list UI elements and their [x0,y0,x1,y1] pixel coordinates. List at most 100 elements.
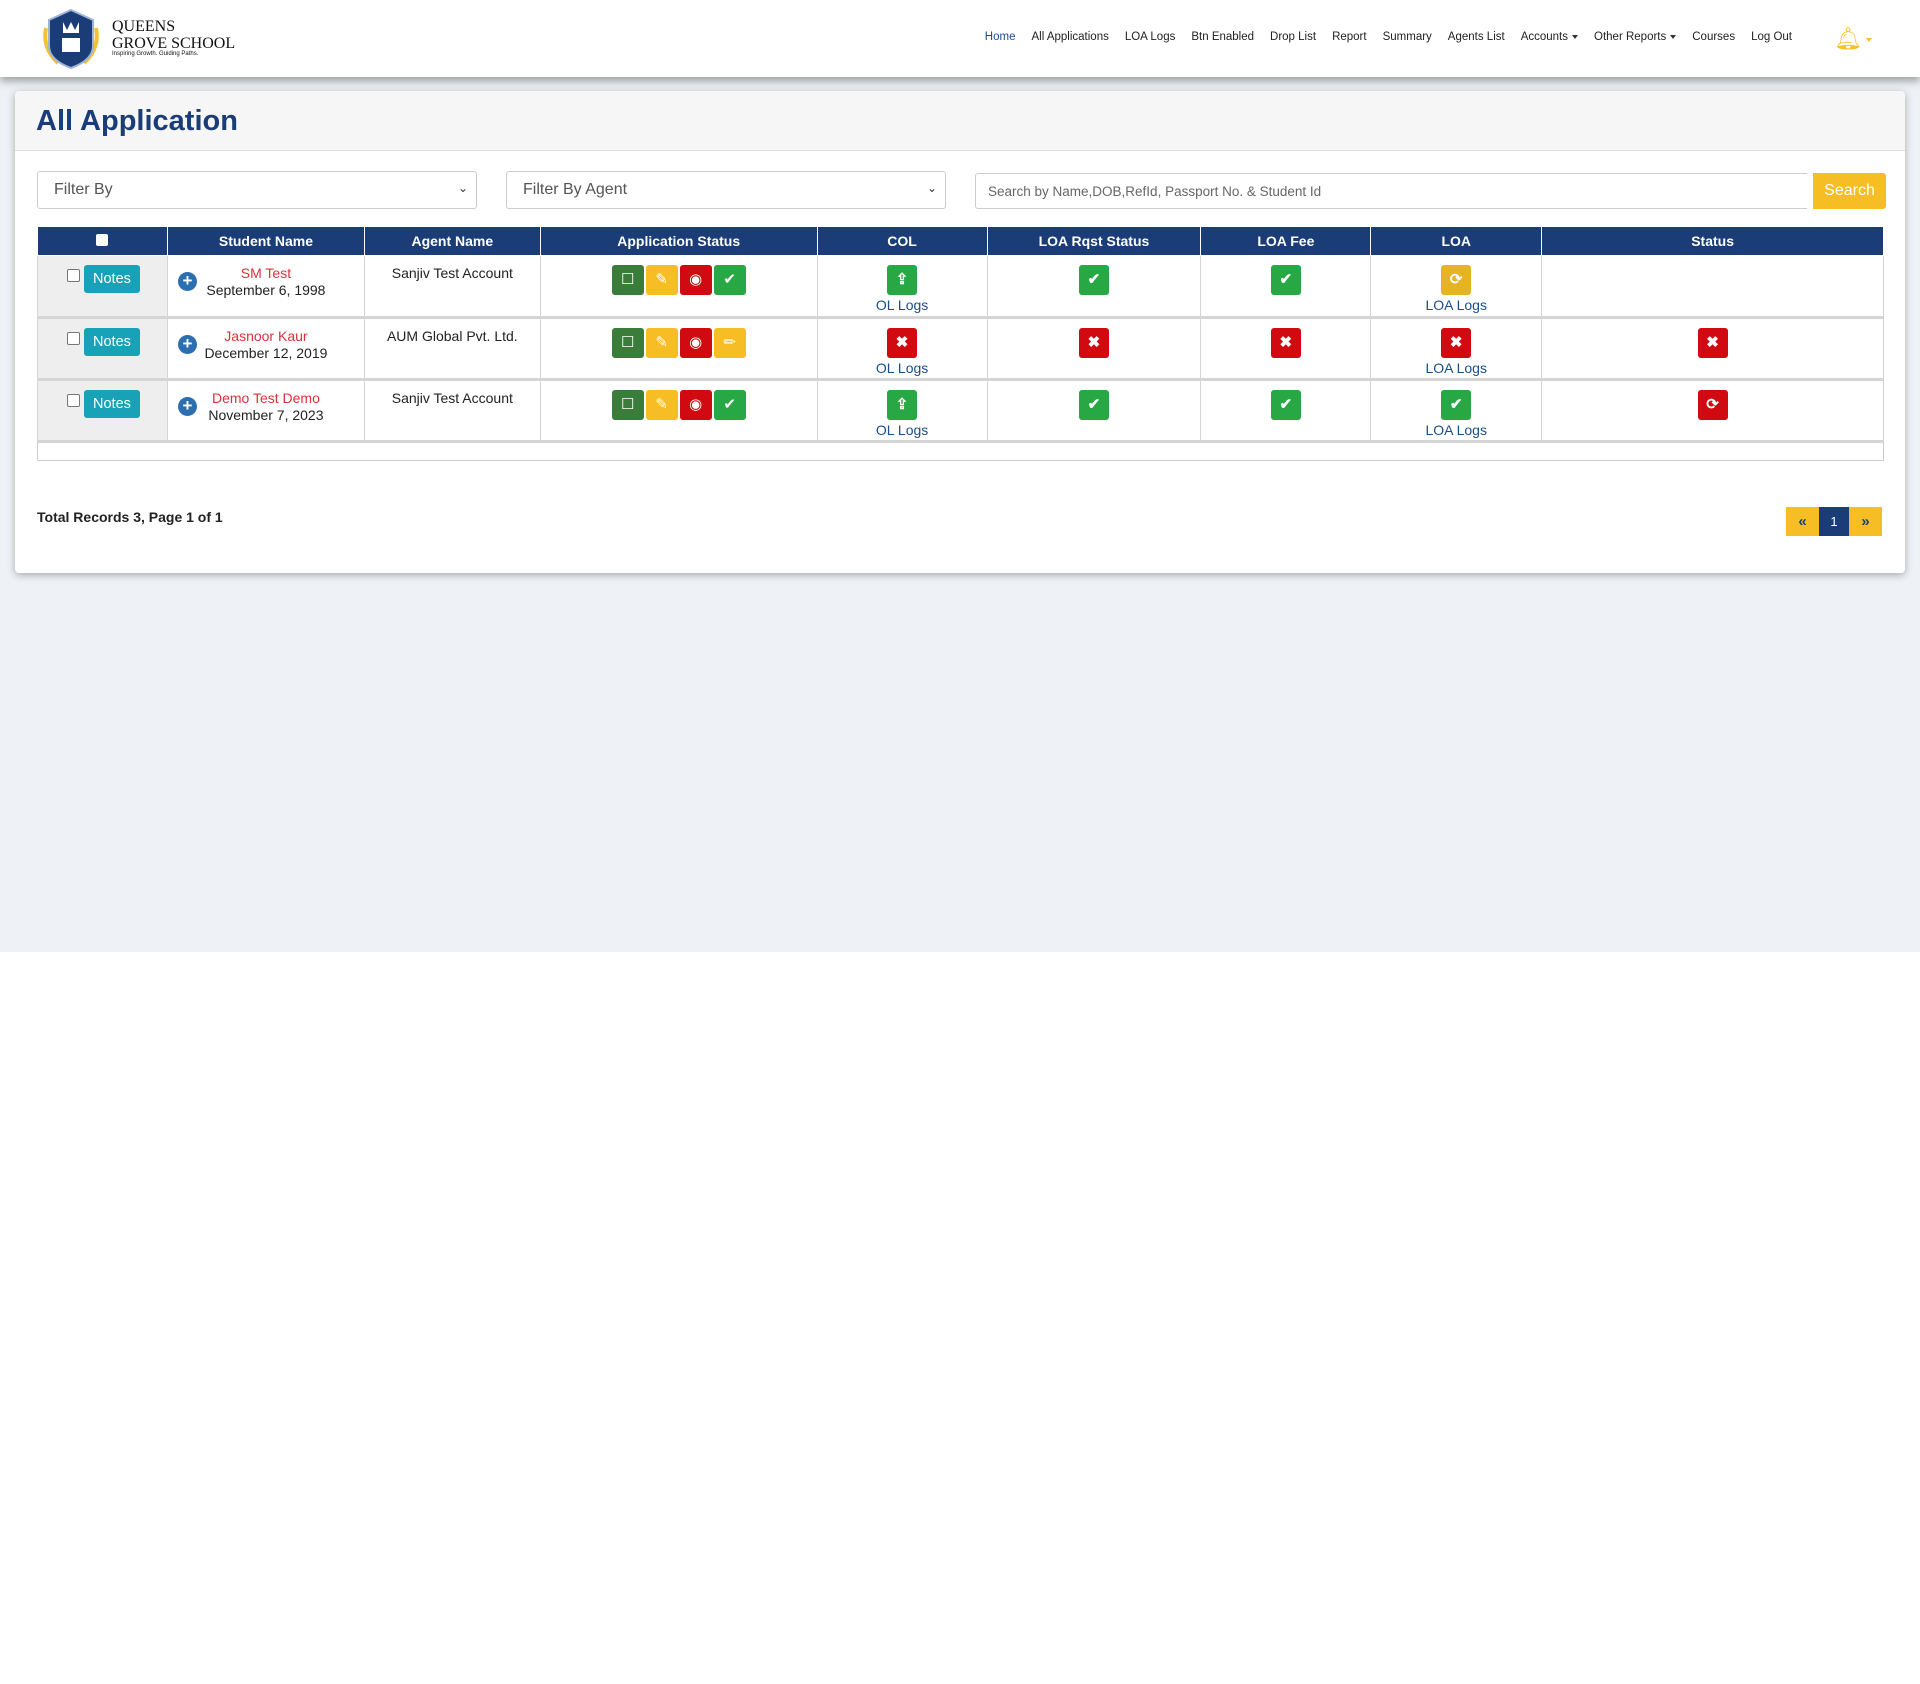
loa-rqst-cell: ✔ [986,379,1202,443]
next-page-button[interactable]: » [1849,507,1882,536]
table-row: Notes + SM Test September 6, 1998 Sanjiv Tes… [37,255,1884,319]
nav-label: Report [1332,31,1367,43]
comment-icon-button[interactable]: ☐ [611,328,644,358]
comment-icon-button[interactable]: ☐ [611,390,644,420]
x-icon-button[interactable]: ✖ [887,328,918,358]
table-row: Notes + Demo Test Demo November 7, 2023 Sanj… [37,379,1884,443]
student-name[interactable]: Jasnoor Kaur [224,328,308,344]
student-cell: + Jasnoor Kaur December 12, 2019 [166,317,365,381]
x-icon-button[interactable]: ✖ [1697,328,1728,358]
agent-name: Sanjiv Test Account [363,255,541,319]
nav-summary[interactable]: Summary [1383,31,1432,43]
select-cell: Notes [37,255,168,319]
prev-page-button[interactable]: « [1786,507,1819,536]
nav-loa-logs[interactable]: LOA Logs [1125,31,1176,43]
expand-plus-icon[interactable]: + [177,272,197,291]
nav-label: Summary [1382,31,1432,43]
ol-logs-link[interactable]: OL Logs [875,360,929,376]
eye-icon-button[interactable]: ◉ [679,390,712,420]
student-name[interactable]: Demo Test Demo [211,390,320,406]
notes-button[interactable]: Notes [84,265,140,293]
application-status-cell: ☐ ✎ ◉ ✔ [539,379,818,443]
eye-icon-button[interactable]: ◉ [679,265,712,295]
nav-home[interactable]: Home [985,31,1016,43]
nav-menu: Home All Applications LOA Logs Btn Enabled D… [985,31,1792,43]
notes-button[interactable]: Notes [84,328,140,356]
nav-report[interactable]: Report [1332,31,1367,43]
nav-label: Home [984,31,1016,43]
col-cell: ⇪ OL Logs [816,379,988,443]
school-logo[interactable]: QUEENS GROVE SCHOOL Inspiring Growth. Gui… [38,8,248,70]
filter-agent-select[interactable]: Filter By Agent ⌄ [506,171,946,209]
nav-agents-list[interactable]: Agents List [1448,31,1505,43]
nav-courses[interactable]: Courses [1692,31,1735,43]
check-icon-button[interactable]: ✔ [1270,265,1301,295]
nav-btn-enabled[interactable]: Btn Enabled [1191,31,1254,43]
select-all-checkbox[interactable] [96,234,109,246]
eye-icon-button[interactable]: ◉ [679,328,712,358]
loa-cell: ⟳ LOA Logs [1370,255,1543,319]
student-cell: + SM Test September 6, 1998 [166,255,365,319]
check-icon-button[interactable]: ✔ [1078,390,1109,420]
refresh-icon-button[interactable]: ⟳ [1697,390,1728,420]
x-icon-button[interactable]: ✖ [1441,328,1472,358]
chevron-down-icon [1572,34,1579,39]
expand-plus-icon[interactable]: + [177,397,197,416]
ol-logs-link[interactable]: OL Logs [875,422,929,438]
nav-log-out[interactable]: Log Out [1751,31,1792,43]
pagination: « 1 » [1786,507,1882,536]
loa-rqst-cell: ✔ [986,255,1202,319]
header-col: COL [816,226,988,256]
search-button[interactable]: Search [1813,173,1886,209]
search-input[interactable]: Search by Name,DOB,RefId, Passport No. &… [975,173,1807,209]
total-records: Total Records 3, Page 1 of 1 [37,509,223,525]
agent-name: AUM Global Pvt. Ltd. [363,317,541,381]
notifications-button[interactable]: 🔔︎ [1834,26,1872,52]
check-icon-button[interactable]: ✔ [713,390,746,420]
row-checkbox[interactable] [67,394,80,407]
nav-other-reports[interactable]: Other Reports [1594,31,1677,43]
brand-tagline: Inspiring Growth. Guiding Paths. [112,51,199,57]
col-cell: ✖ OL Logs [816,317,988,381]
check-icon-button[interactable]: ✔ [1270,390,1301,420]
comment-icon-button[interactable]: ☐ [611,265,644,295]
check-icon-button[interactable]: ✔ [1078,265,1109,295]
row-checkbox[interactable] [67,269,80,282]
page-1-button[interactable]: 1 [1819,507,1849,536]
student-dob: November 7, 2023 [208,407,324,423]
ol-logs-link[interactable]: OL Logs [875,297,929,313]
x-icon-button[interactable]: ✖ [1078,328,1109,358]
chevron-down-icon: ⌄ [926,181,937,195]
header-student-name: Student Name [166,226,365,256]
notes-button[interactable]: Notes [84,390,140,418]
expand-plus-icon[interactable]: + [177,335,197,354]
nav-all-applications[interactable]: All Applications [1031,31,1108,43]
select-cell: Notes [37,317,168,381]
nav-accounts[interactable]: Accounts [1521,31,1579,43]
loa-logs-link[interactable]: LOA Logs [1425,422,1487,438]
navbar: QUEENS GROVE SCHOOL Inspiring Growth. Gui… [0,0,1920,77]
status-cell [1541,255,1884,319]
student-name[interactable]: SM Test [240,265,292,281]
chevron-down-icon: ⌄ [457,181,468,195]
edit-icon-button[interactable]: ✎ [645,390,678,420]
loa-rqst-cell: ✖ [986,317,1202,381]
loa-logs-link[interactable]: LOA Logs [1425,297,1487,313]
x-icon-button[interactable]: ✖ [1270,328,1301,358]
check-icon-button[interactable]: ✔ [1441,390,1472,420]
filter-by-select[interactable]: Filter By ⌄ [37,171,477,209]
pencil-icon-button[interactable]: ✏ [713,328,746,358]
edit-icon-button[interactable]: ✎ [645,265,678,295]
row-checkbox[interactable] [67,332,80,345]
refresh-icon-button[interactable]: ⟳ [1441,265,1472,295]
loa-logs-link[interactable]: LOA Logs [1425,360,1487,376]
check-icon-button[interactable]: ✔ [713,265,746,295]
nav-drop-list[interactable]: Drop List [1270,31,1316,43]
edit-icon-button[interactable]: ✎ [645,328,678,358]
status-cell: ✖ [1541,317,1884,381]
upload-icon-button[interactable]: ⇪ [887,265,918,295]
chevron-down-icon [1866,38,1872,43]
loa-fee-cell: ✖ [1200,317,1372,381]
upload-icon-button[interactable]: ⇪ [887,390,918,420]
header-agent-name: Agent Name [363,226,541,256]
